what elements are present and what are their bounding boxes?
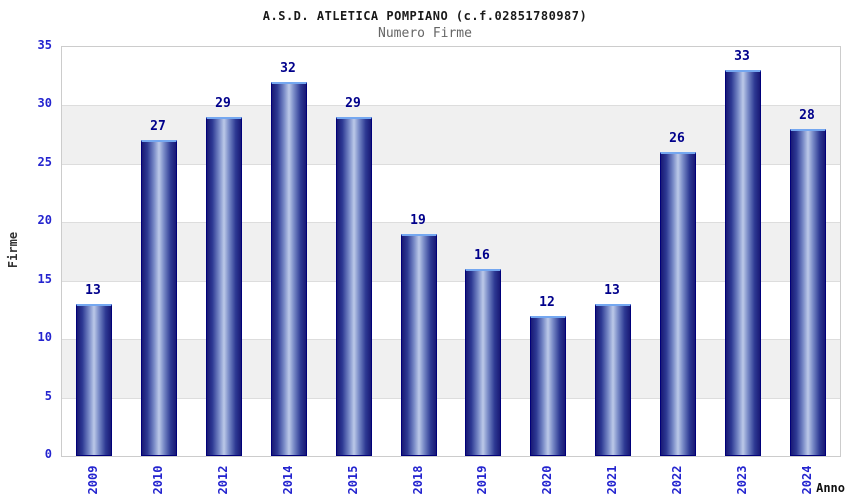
bar — [465, 269, 501, 456]
bar-value-label: 27 — [150, 119, 166, 134]
x-tick-label: 2012 — [216, 465, 230, 495]
x-tick-label: 2021 — [605, 465, 619, 495]
bar — [725, 70, 761, 456]
bar — [530, 316, 566, 456]
x-tick-label: 2009 — [86, 465, 100, 495]
gridline — [62, 280, 840, 282]
grid-band — [62, 163, 840, 223]
y-tick-label: 25 — [37, 155, 52, 169]
x-tick-label: 2010 — [151, 465, 165, 495]
bar-value-label: 29 — [215, 96, 231, 111]
bar-value-label: 16 — [474, 248, 490, 263]
bar — [660, 152, 696, 456]
bar-value-label: 29 — [345, 96, 361, 111]
bar-value-label: 13 — [604, 283, 620, 298]
grid-band — [62, 105, 840, 164]
gridline — [62, 105, 840, 107]
y-axis-title: Firme — [6, 231, 20, 269]
chart-title: A.S.D. ATLETICA POMPIANO (c.f.0285178098… — [262, 9, 588, 23]
gridline — [62, 163, 840, 165]
grid-band — [62, 222, 840, 281]
bar — [790, 129, 826, 456]
bar-value-label: 33 — [734, 49, 750, 64]
x-axis-title: Anno — [816, 481, 845, 495]
grid-band — [62, 339, 840, 398]
y-tick-label: 0 — [44, 447, 52, 461]
y-tick-label: 5 — [44, 389, 52, 403]
x-tick-label: 2023 — [735, 465, 749, 495]
bar — [76, 304, 112, 456]
bar-value-label: 26 — [669, 131, 685, 146]
y-tick-label: 10 — [37, 330, 52, 344]
x-tick-label: 2024 — [800, 465, 814, 495]
gridline — [62, 339, 840, 341]
x-tick-label: 2014 — [281, 465, 295, 495]
grid-band — [62, 397, 840, 456]
bar — [206, 117, 242, 456]
gridline — [62, 222, 840, 224]
plot-area — [61, 46, 841, 457]
bar — [595, 304, 631, 456]
y-tick-label: 30 — [37, 96, 52, 110]
grid-band — [62, 47, 840, 106]
x-tick-label: 2020 — [540, 465, 554, 495]
y-tick-label: 35 — [37, 38, 52, 52]
bar-value-label: 28 — [799, 108, 815, 123]
gridline — [62, 397, 840, 399]
x-tick-label: 2018 — [411, 465, 425, 495]
bar-value-label: 13 — [85, 283, 101, 298]
x-tick-label: 2022 — [670, 465, 684, 495]
bar — [141, 140, 177, 456]
bar — [271, 82, 307, 456]
y-tick-label: 15 — [37, 272, 52, 286]
bar — [336, 117, 372, 456]
bar — [401, 234, 437, 456]
x-tick-label: 2015 — [346, 465, 360, 495]
bar-value-label: 32 — [280, 61, 296, 76]
chart-subtitle: Numero Firme — [378, 26, 472, 41]
bar-value-label: 19 — [410, 213, 426, 228]
bar-value-label: 12 — [539, 295, 555, 310]
x-tick-label: 2019 — [475, 465, 489, 495]
y-tick-label: 20 — [37, 213, 52, 227]
grid-band — [62, 280, 840, 340]
